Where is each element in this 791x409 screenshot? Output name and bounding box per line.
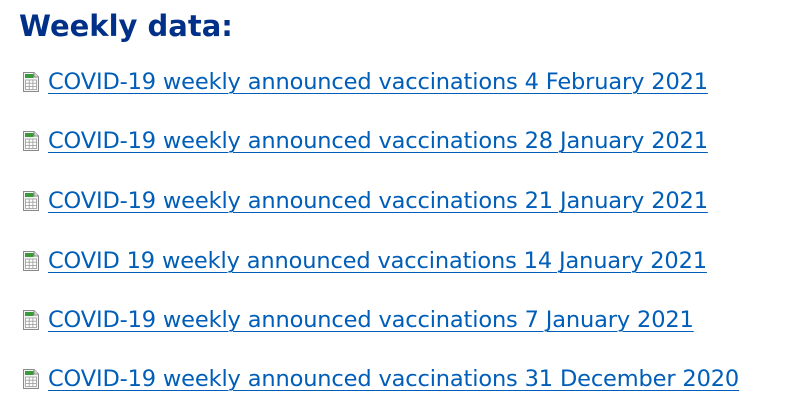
list-item: COVID-19 weekly announced vaccinations 2…: [21, 124, 708, 158]
list-item: COVID 19 weekly announced vaccinations 1…: [21, 244, 707, 278]
file-link[interactable]: COVID-19 weekly announced vaccinations 4…: [48, 69, 708, 95]
list-item: COVID-19 weekly announced vaccinations 4…: [21, 65, 708, 99]
file-link[interactable]: COVID 19 weekly announced vaccinations 1…: [48, 248, 707, 274]
list-item: COVID-19 weekly announced vaccinations 7…: [21, 303, 694, 337]
section-heading: Weekly data:: [19, 9, 233, 43]
spreadsheet-icon: [21, 130, 41, 152]
spreadsheet-icon: [21, 309, 41, 331]
spreadsheet-icon: [21, 190, 41, 212]
spreadsheet-icon: [21, 250, 41, 272]
file-link[interactable]: COVID-19 weekly announced vaccinations 3…: [48, 366, 740, 392]
spreadsheet-icon: [21, 71, 41, 93]
file-link[interactable]: COVID-19 weekly announced vaccinations 2…: [48, 128, 708, 154]
list-item: COVID-19 weekly announced vaccinations 3…: [21, 362, 739, 396]
spreadsheet-icon: [21, 368, 41, 390]
list-item: COVID-19 weekly announced vaccinations 2…: [21, 184, 708, 218]
file-link[interactable]: COVID-19 weekly announced vaccinations 2…: [48, 188, 708, 214]
file-link[interactable]: COVID-19 weekly announced vaccinations 7…: [48, 307, 694, 333]
